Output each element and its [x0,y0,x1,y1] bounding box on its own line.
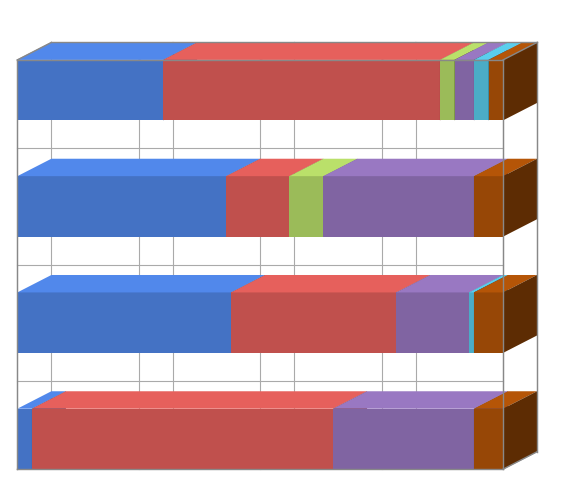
Polygon shape [17,276,265,293]
Polygon shape [469,276,503,353]
Polygon shape [17,44,197,61]
Polygon shape [333,391,508,409]
Polygon shape [17,409,32,469]
Polygon shape [17,177,226,237]
Polygon shape [469,276,508,293]
Polygon shape [474,44,522,61]
Polygon shape [455,61,474,121]
Polygon shape [455,44,489,121]
Polygon shape [474,159,508,237]
Polygon shape [474,276,508,353]
Polygon shape [163,44,197,121]
Polygon shape [396,276,430,353]
Polygon shape [474,44,508,121]
Polygon shape [163,44,474,61]
Polygon shape [32,409,333,469]
Polygon shape [474,409,503,469]
Polygon shape [231,293,396,353]
Polygon shape [333,391,367,469]
Polygon shape [489,44,537,61]
Polygon shape [396,276,503,293]
Polygon shape [440,44,489,61]
Polygon shape [290,177,323,237]
Polygon shape [32,391,66,469]
Polygon shape [17,293,231,353]
Polygon shape [226,177,290,237]
Polygon shape [323,159,357,237]
Polygon shape [226,159,260,237]
Polygon shape [474,276,537,293]
Polygon shape [474,391,508,469]
Polygon shape [17,159,260,177]
Polygon shape [440,44,474,121]
Polygon shape [489,61,503,121]
Polygon shape [469,293,474,353]
Polygon shape [163,61,440,121]
Polygon shape [474,391,537,409]
Polygon shape [226,159,323,177]
Polygon shape [290,159,357,177]
Polygon shape [231,276,265,353]
Polygon shape [333,409,474,469]
Polygon shape [474,293,503,353]
Polygon shape [440,61,455,121]
Polygon shape [396,293,469,353]
Polygon shape [474,159,537,177]
Polygon shape [503,159,537,237]
Polygon shape [489,44,522,121]
Polygon shape [17,61,163,121]
Polygon shape [32,391,367,409]
Polygon shape [474,61,489,121]
Polygon shape [323,177,474,237]
Polygon shape [231,276,430,293]
Polygon shape [474,177,503,237]
Polygon shape [503,276,537,353]
Polygon shape [17,391,66,409]
Polygon shape [503,391,537,469]
Polygon shape [455,44,508,61]
Polygon shape [503,44,537,121]
Polygon shape [323,159,508,177]
Polygon shape [290,159,323,237]
